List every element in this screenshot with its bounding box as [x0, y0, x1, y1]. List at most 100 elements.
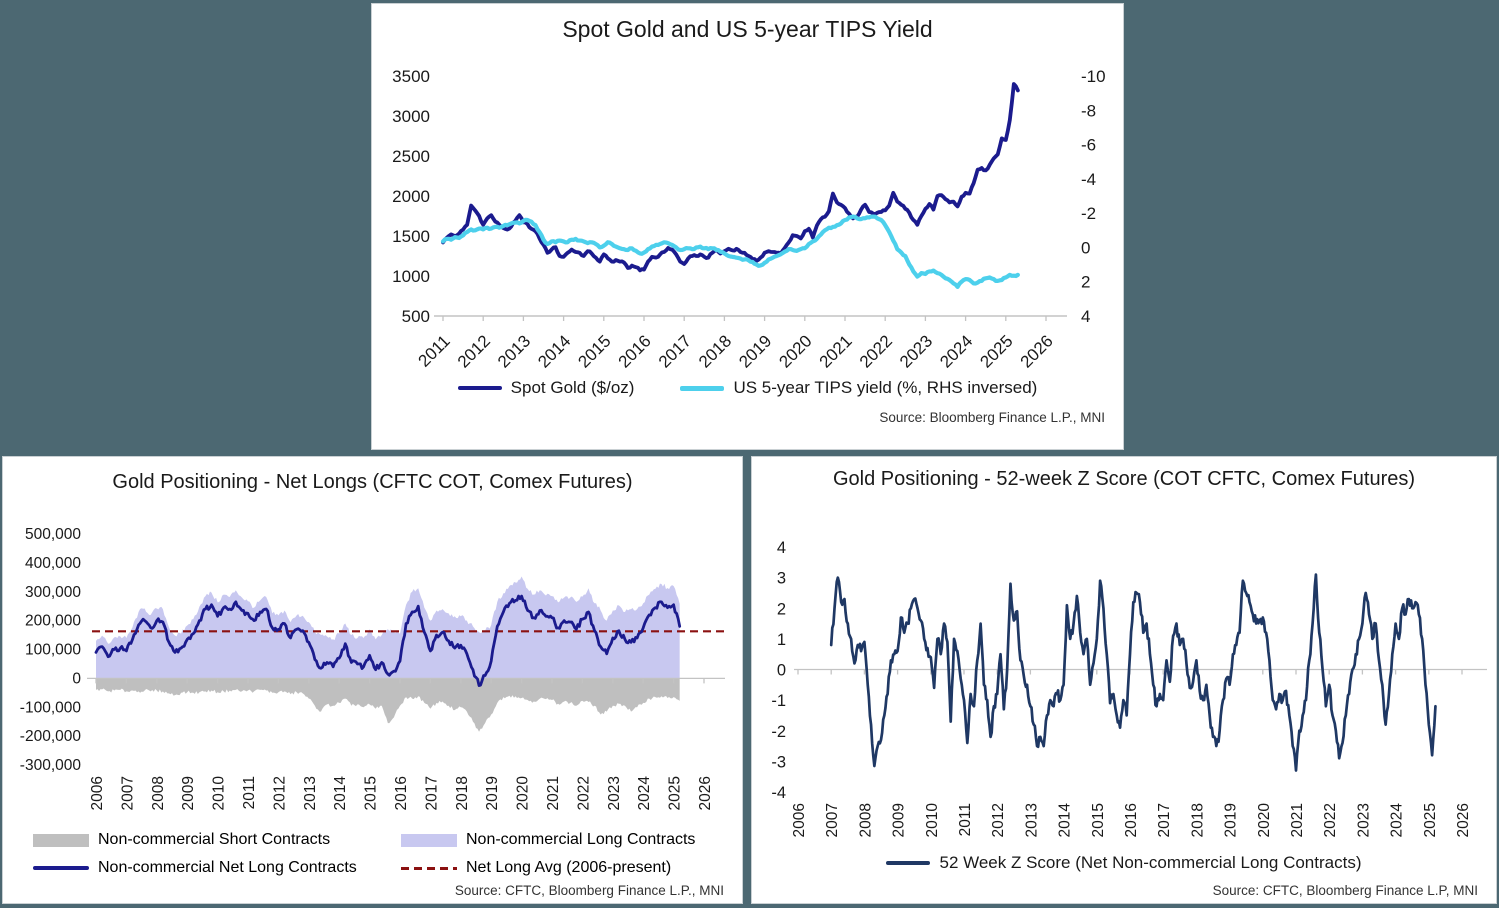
svg-text:2014: 2014 — [534, 331, 574, 371]
tips-yield-line-swatch — [680, 385, 725, 391]
z-score-source: Source: CFTC, Bloomberg Finance L.P, MNI — [1212, 883, 1478, 898]
svg-text:2014: 2014 — [1057, 803, 1074, 838]
svg-text:2023: 2023 — [606, 776, 623, 810]
svg-text:2025: 2025 — [667, 776, 684, 810]
svg-text:-2: -2 — [1081, 204, 1096, 223]
svg-text:500,000: 500,000 — [25, 526, 81, 543]
panel-gold-tips: Spot Gold and US 5-year TIPS Yield 2011 2… — [371, 3, 1124, 450]
svg-text:2: 2 — [777, 600, 786, 618]
svg-text:2013: 2013 — [1023, 803, 1040, 837]
svg-text:2016: 2016 — [615, 331, 655, 371]
svg-text:1: 1 — [777, 631, 786, 649]
svg-text:-2: -2 — [771, 723, 786, 741]
svg-text:1500: 1500 — [392, 227, 430, 246]
svg-text:2024: 2024 — [936, 331, 976, 371]
svg-text:2011: 2011 — [415, 331, 454, 370]
net-longs-chart-title: Gold Positioning - Net Longs (CFTC COT, … — [112, 471, 633, 493]
svg-text:2026: 2026 — [697, 776, 714, 810]
net-longs-plot: 2006 2007 2008 2009 2010 2011 2012 2013 2014 2015… — [20, 526, 725, 811]
svg-text:2022: 2022 — [1322, 803, 1339, 837]
svg-text:2015: 2015 — [1090, 803, 1107, 837]
svg-text:4: 4 — [777, 539, 786, 557]
svg-text:2000: 2000 — [392, 187, 430, 206]
svg-text:2008: 2008 — [150, 776, 167, 810]
svg-text:2023: 2023 — [896, 331, 936, 371]
legend-label: Spot Gold ($/oz) — [510, 378, 635, 397]
svg-text:2020: 2020 — [515, 776, 532, 811]
svg-text:2011: 2011 — [241, 776, 258, 809]
legend-item-tips-yield: US 5-year TIPS yield (%, RHS inversed) — [680, 378, 1037, 398]
svg-text:2022: 2022 — [856, 331, 896, 371]
legend-label: 52 Week Z Score (Net Non-commercial Long… — [939, 853, 1362, 872]
z-score-legend: 52 Week Z Score (Net Non-commercial Long… — [752, 853, 1496, 873]
legend-item-net-long-avg: Net Long Avg (2006-present) — [401, 859, 671, 877]
svg-text:2018: 2018 — [695, 331, 735, 371]
svg-text:2008: 2008 — [857, 803, 874, 837]
svg-text:2019: 2019 — [484, 776, 501, 810]
svg-text:2017: 2017 — [1156, 803, 1173, 837]
long-contracts-area-swatch — [401, 833, 457, 847]
svg-text:2013: 2013 — [302, 776, 319, 810]
legend-item-long-contracts: Non-commercial Long Contracts — [401, 831, 695, 849]
panel-net-longs: Gold Positioning - Net Longs (CFTC COT, … — [2, 456, 743, 904]
svg-text:2009: 2009 — [180, 776, 197, 810]
svg-text:-6: -6 — [1081, 136, 1096, 155]
svg-text:2024: 2024 — [636, 776, 653, 811]
svg-text:-4: -4 — [771, 784, 786, 802]
svg-text:2020: 2020 — [775, 331, 815, 371]
net-long-line-swatch — [33, 866, 89, 870]
svg-text:2014: 2014 — [332, 776, 349, 811]
svg-text:2009: 2009 — [891, 803, 908, 837]
svg-text:2025: 2025 — [976, 331, 1016, 371]
legend-label: Net Long Avg (2006-present) — [466, 859, 672, 876]
gold-tips-source: Source: Bloomberg Finance L.P., MNI — [879, 410, 1105, 425]
svg-text:1000: 1000 — [392, 267, 430, 286]
svg-text:2016: 2016 — [393, 776, 410, 810]
svg-text:2017: 2017 — [423, 776, 440, 810]
svg-text:2012: 2012 — [990, 803, 1007, 837]
svg-text:-300,000: -300,000 — [20, 757, 82, 774]
svg-text:2006: 2006 — [89, 776, 106, 810]
spot-gold-line-swatch — [457, 386, 502, 390]
svg-text:0: 0 — [72, 670, 81, 687]
svg-text:-100,000: -100,000 — [20, 699, 82, 716]
svg-text:0: 0 — [777, 662, 786, 680]
svg-text:4: 4 — [1081, 307, 1090, 326]
svg-text:2019: 2019 — [735, 331, 775, 371]
svg-text:-3: -3 — [771, 753, 786, 771]
svg-text:3000: 3000 — [392, 107, 430, 126]
z-score-line-swatch — [886, 861, 931, 865]
svg-text:3: 3 — [777, 570, 786, 588]
net-long-avg-dash-swatch — [401, 866, 457, 870]
svg-text:-1: -1 — [771, 692, 786, 710]
svg-text:-200,000: -200,000 — [20, 728, 82, 745]
svg-text:2022: 2022 — [575, 776, 592, 810]
svg-text:2019: 2019 — [1223, 803, 1240, 837]
z-score-plot: 2006 2007 2008 2009 2010 2011 2012 2013 2014 2015… — [771, 539, 1487, 838]
gold-tips-legend: Spot Gold ($/oz) US 5-year TIPS yield (%… — [372, 378, 1123, 398]
svg-text:3500: 3500 — [392, 67, 430, 86]
svg-text:2025: 2025 — [1422, 803, 1439, 837]
svg-text:200,000: 200,000 — [25, 613, 81, 630]
svg-text:2026: 2026 — [1455, 803, 1472, 837]
svg-text:-10: -10 — [1081, 67, 1106, 86]
legend-label: Non-commercial Short Contracts — [98, 831, 331, 848]
svg-text:100,000: 100,000 — [25, 642, 81, 659]
svg-text:2006: 2006 — [791, 803, 808, 837]
legend-label: US 5-year TIPS yield (%, RHS inversed) — [733, 378, 1038, 397]
gold-tips-chart-title: Spot Gold and US 5-year TIPS Yield — [562, 16, 933, 42]
short-contracts-area-swatch — [33, 833, 89, 847]
gold-tips-plot: 2011 2012 2013 2014 2015 2016 2017 2018 2019 2020… — [392, 67, 1106, 372]
svg-text:2015: 2015 — [363, 776, 380, 810]
svg-text:2010: 2010 — [924, 803, 941, 838]
legend-label: Non-commercial Net Long Contracts — [98, 859, 357, 876]
svg-text:2023: 2023 — [1355, 803, 1372, 837]
svg-text:-8: -8 — [1081, 101, 1096, 120]
svg-text:2021: 2021 — [816, 331, 856, 371]
svg-text:2021: 2021 — [1289, 803, 1306, 837]
svg-text:2015: 2015 — [574, 331, 614, 371]
svg-text:2024: 2024 — [1389, 803, 1406, 838]
svg-text:2026: 2026 — [1017, 331, 1057, 371]
legend-label: Non-commercial Long Contracts — [466, 831, 696, 848]
